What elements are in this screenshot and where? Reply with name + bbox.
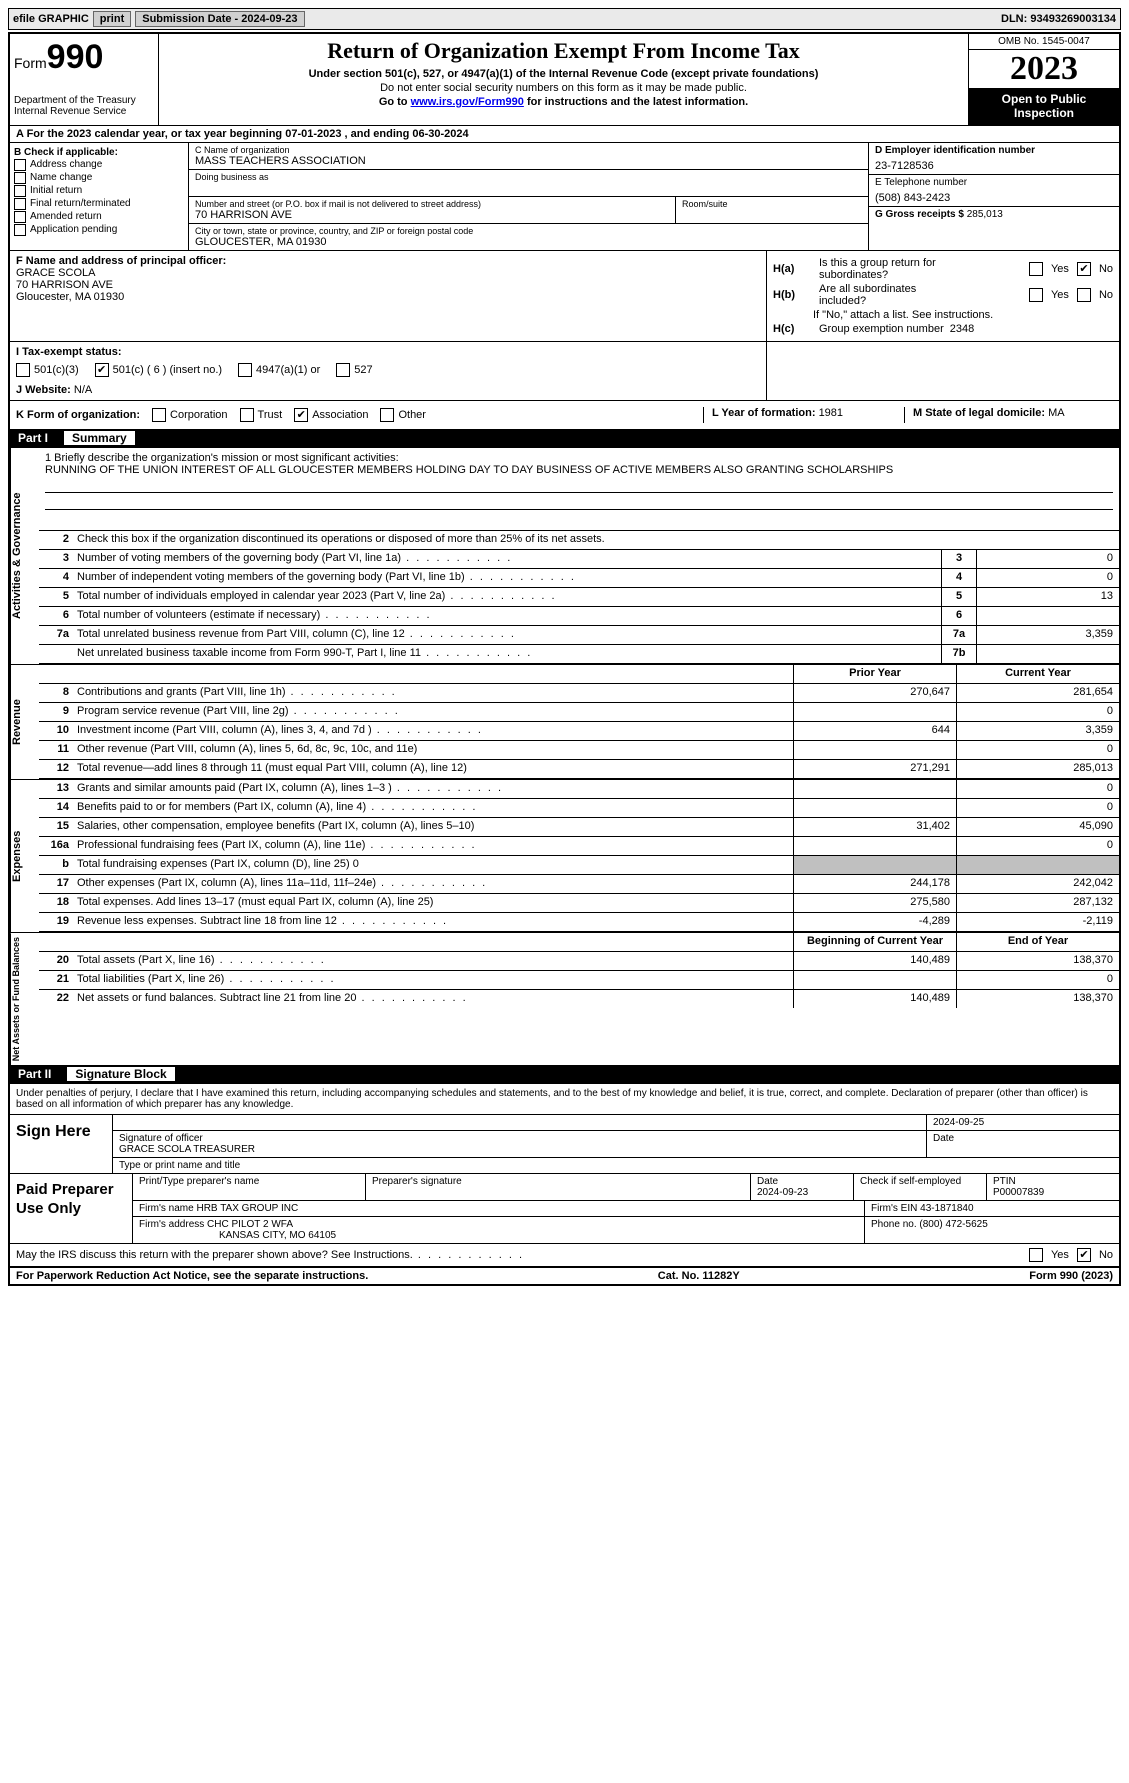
checkbox[interactable] <box>14 159 26 171</box>
preparer-section: Paid Preparer Use Only Print/Type prepar… <box>10 1173 1119 1243</box>
revenue-section: Revenue Prior YearCurrent Year 8Contribu… <box>10 664 1119 779</box>
firm-name: HRB TAX GROUP INC <box>196 1203 298 1214</box>
telephone: (508) 843-2423 <box>875 192 1113 204</box>
irs-link[interactable]: www.irs.gov/Form990 <box>411 96 524 108</box>
expenses-section: Expenses 13Grants and similar amounts pa… <box>10 779 1119 932</box>
part-1-header: Part I Summary <box>10 429 1119 447</box>
city-state-zip: GLOUCESTER, MA 01930 <box>195 236 862 248</box>
form-title: Return of Organization Exempt From Incom… <box>167 38 960 64</box>
checkbox[interactable] <box>380 408 394 422</box>
gross-receipts: 285,013 <box>967 209 1003 220</box>
omb-number: OMB No. 1545-0047 <box>969 34 1119 50</box>
form-number: 990 <box>47 38 104 76</box>
checkbox[interactable] <box>14 185 26 197</box>
status-website-row: I Tax-exempt status: 501(c)(3) 501(c) ( … <box>10 342 1119 401</box>
checkbox-checked[interactable] <box>1077 1248 1091 1262</box>
officer-name: GRACE SCOLA <box>16 267 760 279</box>
checkbox-checked[interactable] <box>95 363 109 377</box>
checkbox[interactable] <box>14 198 26 210</box>
checkbox-checked[interactable] <box>294 408 308 422</box>
ptin: P00007839 <box>993 1187 1044 1198</box>
open-to-public: Open to Public Inspection <box>969 88 1119 125</box>
checkbox[interactable] <box>14 211 26 223</box>
instructions-note: Go to www.irs.gov/Form990 for instructio… <box>167 96 960 108</box>
activities-governance-section: Activities & Governance 1 Briefly descri… <box>10 447 1119 664</box>
discuss-row: May the IRS discuss this return with the… <box>10 1243 1119 1266</box>
sig-date: 2024-09-25 <box>927 1115 1119 1130</box>
sign-here-label: Sign Here <box>10 1115 113 1173</box>
firm-ein: 43-1871840 <box>920 1203 973 1214</box>
submission-date: Submission Date - 2024-09-23 <box>135 11 304 27</box>
checkbox[interactable] <box>1077 288 1091 302</box>
signature-section: Under penalties of perjury, I declare th… <box>10 1083 1119 1266</box>
box-b: B Check if applicable: Address change Na… <box>10 143 189 250</box>
form-id-block: Form990 Department of the Treasury Inter… <box>10 34 159 125</box>
firm-phone: (800) 472-5625 <box>919 1219 987 1230</box>
checkbox-checked[interactable] <box>1077 262 1091 276</box>
paid-preparer-label: Paid Preparer Use Only <box>10 1174 133 1243</box>
dept-treasury: Department of the Treasury Internal Reve… <box>14 95 154 117</box>
checkbox[interactable] <box>1029 262 1043 276</box>
checkbox[interactable] <box>14 224 26 236</box>
form-header: Form990 Department of the Treasury Inter… <box>10 34 1119 126</box>
website: N/A <box>74 384 92 396</box>
street-address: 70 HARRISON AVE <box>195 209 669 221</box>
checkbox[interactable] <box>240 408 254 422</box>
tax-year: 2023 <box>969 50 1119 88</box>
perjury-declaration: Under penalties of perjury, I declare th… <box>10 1084 1119 1114</box>
checkbox[interactable] <box>1029 1248 1043 1262</box>
checkbox[interactable] <box>16 363 30 377</box>
box-h: H(a) Is this a group return forsubordina… <box>767 251 1119 341</box>
form-org-row: K Form of organization: Corporation Trus… <box>10 401 1119 429</box>
checkbox[interactable] <box>152 408 166 422</box>
box-deg: D Employer identification number 23-7128… <box>869 143 1119 250</box>
ssn-note: Do not enter social security numbers on … <box>167 82 960 94</box>
mission-text: RUNNING OF THE UNION INTEREST OF ALL GLO… <box>45 464 1113 476</box>
entity-info-grid: B Check if applicable: Address change Na… <box>10 143 1119 251</box>
ein: 23-7128536 <box>875 160 1113 172</box>
officer-group-row: F Name and address of principal officer:… <box>10 251 1119 342</box>
form-footer: For Paperwork Reduction Act Notice, see … <box>10 1266 1119 1284</box>
form-title-block: Return of Organization Exempt From Incom… <box>159 34 969 125</box>
checkbox[interactable] <box>14 172 26 184</box>
checkbox[interactable] <box>336 363 350 377</box>
checkbox[interactable] <box>1029 288 1043 302</box>
year-block: OMB No. 1545-0047 2023 Open to Public In… <box>969 34 1119 125</box>
mission-block: 1 Briefly describe the organization's mi… <box>39 448 1119 531</box>
box-f: F Name and address of principal officer:… <box>10 251 767 341</box>
part-2-header: Part II Signature Block <box>10 1065 1119 1083</box>
dln: DLN: 93493269003134 <box>1001 13 1116 25</box>
net-assets-section: Net Assets or Fund Balances Beginning of… <box>10 932 1119 1065</box>
group-exemption: 2348 <box>950 323 974 335</box>
org-name: MASS TEACHERS ASSOCIATION <box>195 155 862 167</box>
tax-period: A For the 2023 calendar year, or tax yea… <box>10 126 1119 143</box>
efile-label: efile GRAPHIC <box>13 13 89 25</box>
officer-signature: GRACE SCOLA TREASURER <box>119 1144 920 1155</box>
box-c: C Name of organization MASS TEACHERS ASS… <box>189 143 869 250</box>
efile-topbar: efile GRAPHIC print Submission Date - 20… <box>8 8 1121 30</box>
print-button[interactable]: print <box>93 11 131 27</box>
form-990-document: Form990 Department of the Treasury Inter… <box>8 32 1121 1286</box>
form-subtitle: Under section 501(c), 527, or 4947(a)(1)… <box>167 68 960 80</box>
form-word: Form <box>14 55 47 71</box>
checkbox[interactable] <box>238 363 252 377</box>
